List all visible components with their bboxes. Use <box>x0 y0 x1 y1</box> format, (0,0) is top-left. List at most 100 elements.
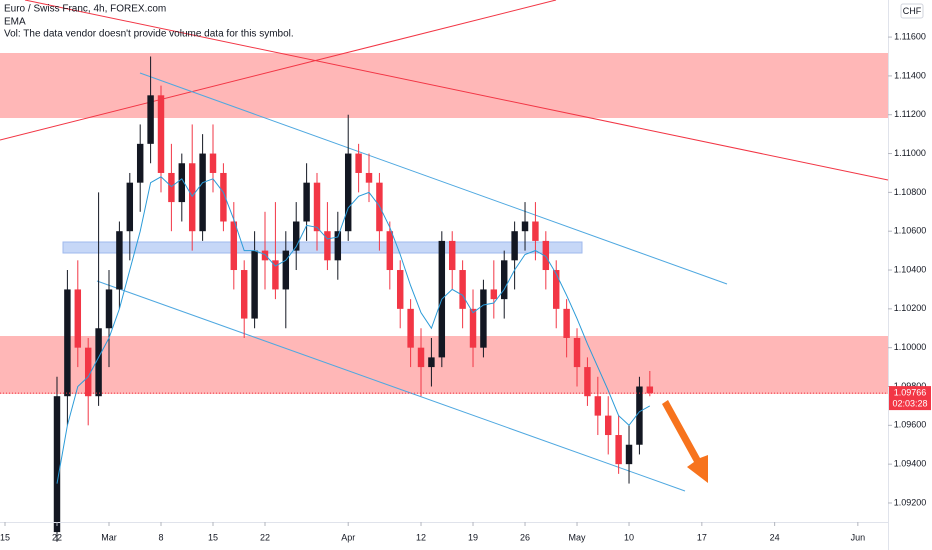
candle-body <box>178 163 186 203</box>
candle-body <box>365 172 373 183</box>
candle-body <box>636 386 643 445</box>
candle-body <box>573 337 581 368</box>
chart-title: Euro / Swiss Franc, 4h, FOREX.com <box>4 4 166 15</box>
candle-body <box>542 240 550 271</box>
candle-body <box>521 221 529 232</box>
ema-line <box>56 176 651 484</box>
channel-line <box>96 280 686 492</box>
candle-body <box>459 270 466 309</box>
candle-body <box>303 182 310 222</box>
candle-body <box>313 182 321 232</box>
x-tick-label: 8 <box>158 532 163 542</box>
candle-body <box>490 289 498 300</box>
pivot-zone <box>62 241 583 254</box>
x-tick-label: Jun <box>851 532 866 542</box>
y-tick-label: 1.10000 <box>894 342 927 352</box>
candle-body <box>480 289 487 348</box>
trend-line <box>0 0 557 141</box>
candle-body <box>84 347 92 397</box>
channel-line <box>139 72 728 285</box>
candle-body <box>355 153 362 173</box>
candle-body <box>563 308 570 338</box>
currency: CHF <box>903 6 922 16</box>
candle-body <box>188 163 196 232</box>
candle-body <box>220 172 227 222</box>
x-tick-label: 26 <box>520 532 530 542</box>
candle-body <box>532 221 539 241</box>
x-tick-label: 19 <box>468 532 478 542</box>
candle-body <box>105 289 113 329</box>
drawings <box>0 0 889 492</box>
candle-body <box>282 250 290 290</box>
candle-body <box>469 308 477 348</box>
candle-body <box>646 386 654 394</box>
candle-body <box>324 231 331 261</box>
candle-body <box>168 172 175 203</box>
x-tick-label: 15 <box>0 532 10 542</box>
x-tick-label: May <box>569 532 587 542</box>
y-tick-label: 1.11200 <box>894 109 926 119</box>
candle-body <box>147 95 154 144</box>
volume-note: Vol: The data vendor doesn't provide vol… <box>4 29 294 40</box>
candle-body <box>334 231 342 261</box>
y-tick-label: 1.10600 <box>894 226 927 236</box>
y-tick-label: 1.11600 <box>894 31 926 41</box>
candle-body <box>448 240 456 271</box>
candle-body <box>64 289 71 397</box>
candle-body <box>136 143 144 183</box>
candle-body <box>615 435 622 465</box>
resistance-zone <box>0 53 888 118</box>
candle-body <box>552 270 560 309</box>
y-tick-label: 1.09800 <box>894 381 927 391</box>
candle-body <box>116 231 123 290</box>
x-tick-label: Mar <box>101 532 117 542</box>
currency-box <box>900 3 924 19</box>
y-tick-label: 1.10800 <box>894 187 927 197</box>
candle-body <box>417 347 425 368</box>
candle-body <box>261 250 269 261</box>
x-tick-label: 12 <box>416 532 426 542</box>
candle-body <box>396 270 404 309</box>
candle-body <box>292 221 300 251</box>
x-tick-label: 15 <box>208 532 218 542</box>
candle-body <box>126 182 134 232</box>
candle-body <box>625 444 633 465</box>
candle-body <box>272 260 279 290</box>
trend-line <box>24 0 889 181</box>
indicator-label: EMA <box>4 17 26 28</box>
candle-body <box>584 367 591 397</box>
candle-body <box>199 153 206 232</box>
y-tick-label: 1.11000 <box>894 148 926 158</box>
candle-body <box>95 328 102 397</box>
x-tick-label: 22 <box>52 532 62 542</box>
candle-body <box>230 221 238 271</box>
y-tick-label: 1.10400 <box>894 264 927 274</box>
y-tick-label: 1.09200 <box>894 497 927 507</box>
y-tick-label: 1.09600 <box>894 420 927 430</box>
y-tick-label: 1.09400 <box>894 459 927 469</box>
x-tick-label: 10 <box>624 532 634 542</box>
x-tick-label: Apr <box>341 532 355 542</box>
candle-body <box>74 289 82 348</box>
candle-body <box>251 250 258 319</box>
last-price-label: 1.09766 <box>894 387 927 397</box>
last-price-box <box>889 386 931 411</box>
countdown: 02:03:28 <box>892 398 927 408</box>
candle-body <box>511 231 518 261</box>
arrow <box>662 400 708 483</box>
candle-body <box>209 153 217 173</box>
candle-body <box>500 260 508 300</box>
candle-body <box>344 153 352 232</box>
candle-body <box>386 231 394 271</box>
candle-body <box>407 308 414 348</box>
x-tick-label: 22 <box>260 532 270 542</box>
candle-body <box>53 396 61 533</box>
candle-body <box>428 357 435 368</box>
candle-body <box>594 396 602 416</box>
candle-body <box>157 95 165 173</box>
candle-body <box>605 415 612 436</box>
y-tick-label: 1.11400 <box>894 70 926 80</box>
candle-body <box>240 270 248 319</box>
x-tick-label: 24 <box>770 532 780 542</box>
